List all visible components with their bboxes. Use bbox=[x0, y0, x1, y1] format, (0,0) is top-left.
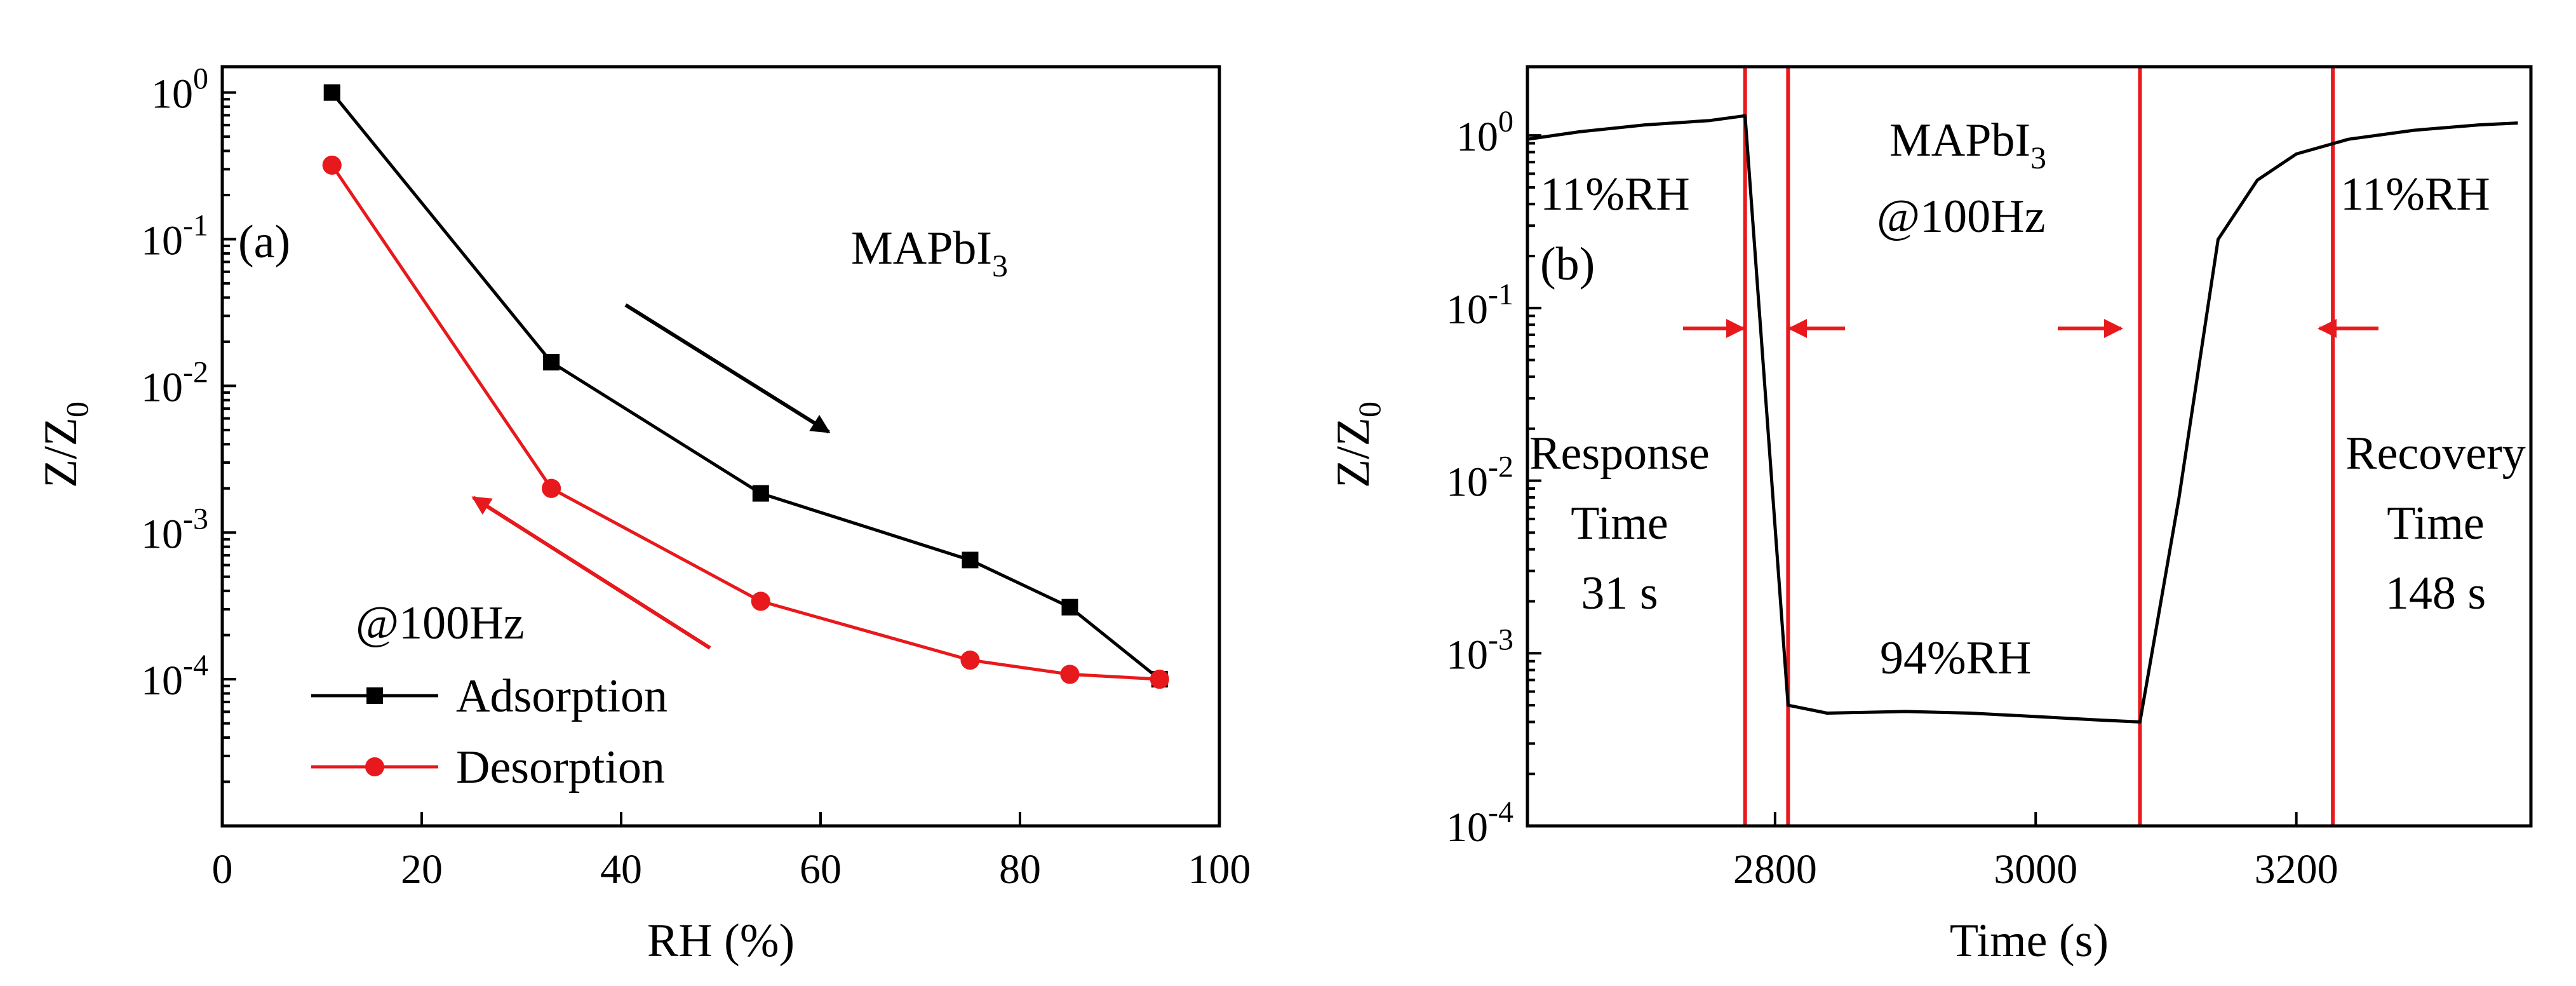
panel-a-point-desorption bbox=[1060, 665, 1080, 684]
panel-b-material-label: MAPbI3 bbox=[1889, 114, 2046, 175]
panel-a-point-desorption bbox=[542, 478, 561, 498]
panel-b-frequency-label: @100Hz bbox=[1877, 191, 2045, 243]
legend-item-adsorption: Adsorption bbox=[311, 670, 667, 722]
panel-a-point-adsorption bbox=[752, 485, 769, 502]
desorption-direction-arrow bbox=[471, 496, 711, 650]
panel-a-chart: 0 20 40 60 80 100 100 10-1 10-2 10-3 10-4 RH (%) Z… bbox=[35, 62, 1251, 967]
high-humidity-label: 94%RH bbox=[1880, 632, 2031, 684]
panel-a-x-tick-label: 80 bbox=[999, 846, 1041, 893]
adsorption-direction-arrow bbox=[624, 303, 831, 434]
recovery-time-label: Recovery Time 148 s bbox=[2345, 428, 2526, 619]
panel-a-point-adsorption bbox=[1061, 598, 1078, 616]
panel-b-y-tick-label: 10-4 bbox=[1446, 795, 1513, 851]
panel-a-point-desorption bbox=[751, 591, 770, 611]
panel-a-y-tick-label: 10-3 bbox=[141, 502, 208, 557]
panel-b-x-tick-label: 3200 bbox=[2255, 846, 2338, 893]
panel-a-series bbox=[322, 84, 1169, 689]
panel-b-y-tick-label: 100 bbox=[1456, 105, 1513, 160]
panel-a-y-tick-label: 10-4 bbox=[141, 649, 208, 704]
panel-a-label: (a) bbox=[238, 216, 290, 268]
panel-b-x-tick-label: 2800 bbox=[1733, 846, 1817, 893]
panel-b-y-tick-label: 10-3 bbox=[1446, 623, 1513, 678]
panel-a-x-tick-label: 100 bbox=[1188, 846, 1251, 893]
panel-b-series-line-z-z0-response bbox=[1527, 114, 2518, 724]
panel-b-ticks: 2800 3000 3200 100 10-1 10-2 10-3 10-4 bbox=[1446, 105, 2338, 893]
panel-a-ticks: 0 20 40 60 80 100 100 10-1 10-2 10-3 10-4 bbox=[141, 62, 1251, 893]
svg-text:Desorption: Desorption bbox=[456, 741, 665, 794]
panel-a-x-tick-label: 60 bbox=[800, 846, 842, 893]
panel-b-y-tick-label: 10-2 bbox=[1446, 450, 1513, 506]
panel-b-x-tick-label: 3000 bbox=[1994, 846, 2077, 893]
panel-a-material-label: MAPbI3 bbox=[851, 222, 1008, 283]
left-humidity-label: 11%RH bbox=[1540, 168, 1690, 220]
panel-a-frame bbox=[220, 65, 1221, 828]
panel-a-point-adsorption bbox=[543, 354, 560, 371]
svg-text:Response: Response bbox=[1529, 428, 1710, 480]
right-humidity-label: 11%RH bbox=[2340, 168, 2490, 220]
panel-a-point-adsorption bbox=[962, 551, 979, 569]
panel-a-x-axis-title: RH (%) bbox=[647, 915, 795, 967]
panel-a-y-tick-label: 10-1 bbox=[141, 209, 208, 264]
svg-text:Time: Time bbox=[2387, 497, 2485, 550]
panel-b-series bbox=[1527, 114, 2518, 724]
svg-text:31 s: 31 s bbox=[1581, 567, 1658, 619]
svg-text:Recovery: Recovery bbox=[2345, 428, 2526, 480]
panel-a-point-adsorption bbox=[323, 84, 340, 101]
panel-a-series-line-desorption bbox=[330, 164, 1160, 681]
svg-text:148 s: 148 s bbox=[2385, 567, 2486, 619]
panel-a-point-desorption bbox=[322, 155, 342, 175]
panel-b-frame bbox=[1526, 65, 2533, 828]
panel-a-series-line-adsorption bbox=[330, 91, 1161, 681]
panel-a-x-tick-label: 40 bbox=[600, 846, 642, 893]
panel-a-y-tick-label: 10-2 bbox=[141, 355, 208, 410]
panel-a-x-tick-label: 20 bbox=[401, 846, 443, 893]
panel-a-frequency-label: @100Hz bbox=[356, 597, 524, 649]
panel-b-y-axis-title: Z/Z0 bbox=[1327, 402, 1387, 488]
panel-a-point-desorption bbox=[960, 650, 980, 670]
legend-item-desorption: Desorption bbox=[311, 741, 665, 794]
response-time-label: Response Time 31 s bbox=[1529, 428, 1710, 619]
panel-b-y-tick-label: 10-1 bbox=[1446, 278, 1513, 333]
panel-a-legend: Adsorption Desorption bbox=[311, 670, 667, 794]
svg-text:Time: Time bbox=[1571, 497, 1668, 550]
panel-a-x-tick-label: 0 bbox=[212, 846, 233, 893]
svg-text:Adsorption: Adsorption bbox=[456, 670, 667, 722]
panel-a-y-axis-title: Z/Z0 bbox=[35, 402, 95, 488]
panel-b-label: (b) bbox=[1540, 238, 1595, 290]
panel-a-y-tick-label: 100 bbox=[151, 62, 208, 118]
panel-b-x-axis-title: Time (s) bbox=[1950, 915, 2109, 967]
panel-b-chart: 2800 3000 3200 100 10-1 10-2 10-3 10-4 Time (s)… bbox=[1327, 65, 2533, 967]
panel-a-point-desorption bbox=[1150, 670, 1169, 689]
